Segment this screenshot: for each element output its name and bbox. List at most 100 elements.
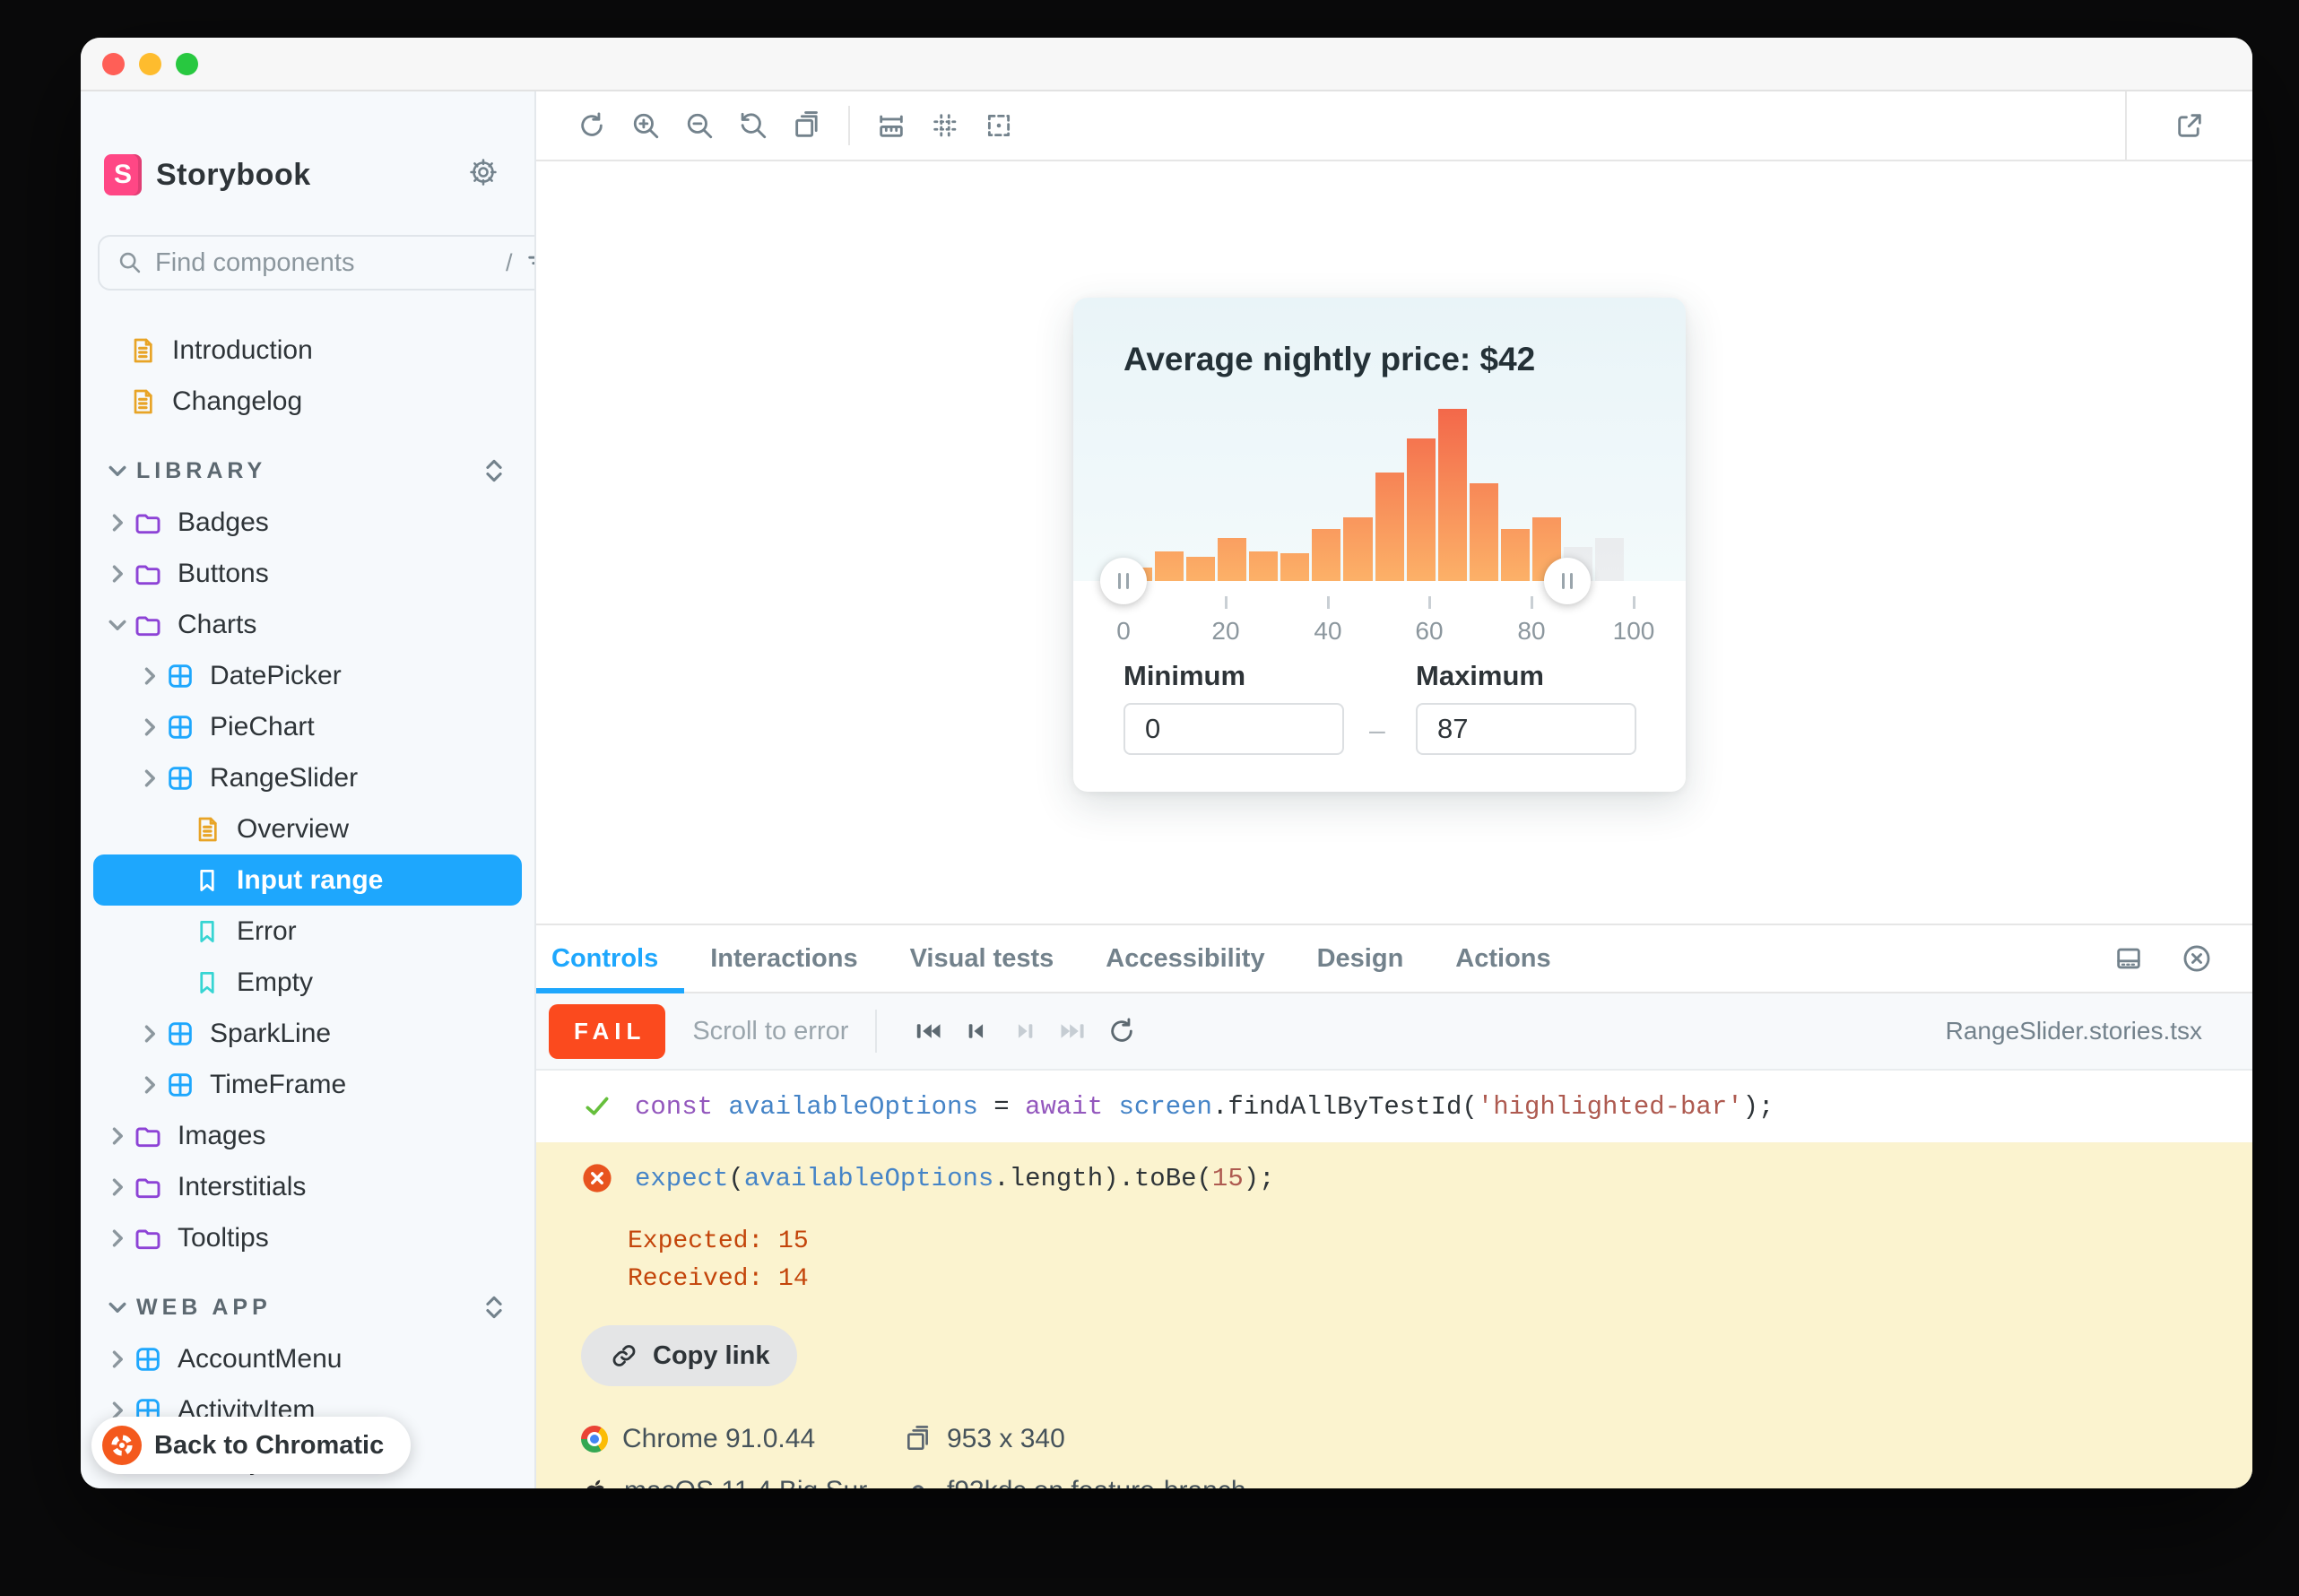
chevron-right-icon[interactable] [102, 1121, 133, 1151]
sidebar-item-interstitials[interactable]: Interstitials [81, 1161, 534, 1212]
histogram-bar-highlighted [1280, 553, 1310, 581]
zoom-reset-button[interactable] [726, 106, 780, 145]
chevron-right-icon[interactable] [102, 1344, 133, 1375]
component-icon [133, 1345, 163, 1374]
sidebar-item-label: Error [237, 915, 297, 946]
chevron-right-icon[interactable] [134, 1019, 165, 1049]
chevron-right-icon[interactable] [134, 661, 165, 691]
component-icon [165, 713, 195, 742]
sidebar-item-label: TimeFrame [210, 1069, 347, 1099]
sidebar-item-rangeslider[interactable]: RangeSlider [81, 752, 534, 803]
sidebar-item-buttons[interactable]: Buttons [81, 548, 534, 599]
axis-tick [1531, 596, 1533, 609]
gear-icon[interactable] [468, 157, 504, 193]
sidebar-item-changelog[interactable]: Changelog [81, 376, 534, 427]
minimize-window-button[interactable] [139, 52, 161, 75]
folder-icon [133, 559, 163, 588]
brand-name: Storybook [156, 157, 311, 192]
chevron-down-icon[interactable] [102, 610, 133, 640]
sidebar-item-introduction[interactable]: Introduction [81, 325, 534, 376]
tab-visual-tests[interactable]: Visual tests [909, 943, 1054, 973]
test-step-fail: expect(availableOptions.length).toBe(15)… [536, 1142, 2252, 1214]
sidebar-item-timeframe[interactable]: TimeFrame [81, 1059, 534, 1110]
histogram-bar-highlighted [1437, 409, 1467, 581]
slider-handle-max[interactable] [1544, 558, 1592, 604]
sidebar-item-tooltips[interactable]: Tooltips [81, 1212, 534, 1263]
outline-button[interactable] [972, 106, 1026, 145]
rerun-button[interactable] [1097, 1013, 1146, 1049]
component-icon [165, 662, 195, 690]
fast-forward-end-button [1049, 1013, 1097, 1049]
sidebar-item-label: SparkLine [210, 1018, 332, 1048]
expand-collapse-icon[interactable] [479, 1292, 504, 1323]
sidebar-item-datepicker[interactable]: DatePicker [81, 650, 534, 701]
grid-button[interactable] [918, 106, 972, 145]
sidebar-item-images[interactable]: Images [81, 1110, 534, 1161]
section-header-library[interactable]: LIBRARY [102, 452, 504, 490]
sidebar-item-empty[interactable]: Empty [81, 957, 534, 1008]
sidebar-item-label: Badges [178, 507, 269, 537]
search-input[interactable] [155, 247, 493, 278]
close-circle-button[interactable] [2179, 939, 2215, 978]
minimum-label: Minimum [1123, 660, 1246, 691]
section-header-web-app[interactable]: WEB APP [102, 1288, 504, 1326]
sidebar-item-label: Charts [178, 609, 257, 639]
sidebar-item-label: Buttons [178, 558, 269, 588]
expand-collapse-icon[interactable] [479, 455, 504, 486]
chevron-down-icon [102, 455, 129, 486]
sidebar-item-error[interactable]: Error [81, 906, 534, 957]
main-area: Average nightly price: $42 0 20 40 60 80 100 … [536, 91, 2252, 1488]
open-canvas-in-new-tab-button[interactable] [2125, 91, 2252, 160]
doc-icon [127, 336, 158, 365]
search-box[interactable]: / [98, 235, 534, 291]
sidebar-item-accountmenu[interactable]: AccountMenu [81, 1333, 534, 1384]
chevron-right-icon[interactable] [102, 1395, 133, 1426]
slider-handle-min[interactable] [1100, 558, 1147, 604]
scroll-to-error-button[interactable]: Scroll to error [692, 1016, 849, 1045]
chevron-right-icon[interactable] [102, 507, 133, 538]
sidebar-item-sparkline[interactable]: SparkLine [81, 1008, 534, 1059]
filter-icon[interactable] [525, 250, 534, 275]
histogram-bar-highlighted [1500, 529, 1530, 581]
status-badge: FAIL [549, 1003, 666, 1059]
close-window-button[interactable] [102, 52, 125, 75]
sidebar-item-label: Overview [237, 813, 350, 844]
section-label: LIBRARY [136, 457, 267, 483]
tab-design[interactable]: Design [1316, 943, 1404, 973]
minimum-input[interactable] [1123, 703, 1344, 755]
zoom-in-button[interactable] [619, 106, 672, 145]
folder-icon [133, 1122, 163, 1150]
back-to-chromatic-button[interactable]: Back to Chromatic [91, 1417, 412, 1474]
zoom-window-button[interactable] [176, 52, 198, 75]
tab-actions[interactable]: Actions [1455, 943, 1551, 973]
sidebar-item-input-range[interactable]: Input range [93, 854, 522, 906]
chevron-right-icon[interactable] [102, 559, 133, 589]
copy-link-button[interactable]: Copy link [581, 1325, 797, 1386]
tab-controls[interactable]: Controls [536, 925, 685, 993]
remount-button[interactable] [565, 106, 619, 145]
stacked-button[interactable] [780, 106, 834, 145]
zoom-out-button[interactable] [672, 106, 726, 145]
tab-accessibility[interactable]: Accessibility [1106, 943, 1265, 973]
step-forward-button [1001, 1013, 1049, 1049]
panel-position-button[interactable] [2111, 939, 2147, 978]
tab-interactions[interactable]: Interactions [710, 943, 858, 973]
sidebar-item-charts[interactable]: Charts [81, 599, 534, 650]
sidebar-item-badges[interactable]: Badges [81, 497, 534, 548]
histogram-bar-highlighted [1249, 551, 1279, 581]
bookmark-icon [192, 969, 222, 996]
sidebar-item-piechart[interactable]: PieChart [81, 701, 534, 752]
rewind-start-button[interactable] [904, 1013, 952, 1049]
interactions-toolbar: FAIL Scroll to error RangeSlider.stories.t… [536, 993, 2252, 1071]
sidebar-item-label: PieChart [210, 711, 315, 742]
sidebar-item-overview[interactable]: Overview [81, 803, 534, 854]
chevron-right-icon[interactable] [134, 712, 165, 742]
chevron-right-icon[interactable] [102, 1172, 133, 1202]
chevron-right-icon[interactable] [134, 763, 165, 794]
chevron-right-icon[interactable] [134, 1070, 165, 1100]
chevron-right-icon[interactable] [102, 1223, 133, 1253]
ruler-button[interactable] [864, 106, 918, 145]
maximum-input[interactable] [1416, 703, 1636, 755]
sidebar-item-label: Changelog [172, 386, 303, 416]
step-back-button[interactable] [952, 1013, 1001, 1049]
